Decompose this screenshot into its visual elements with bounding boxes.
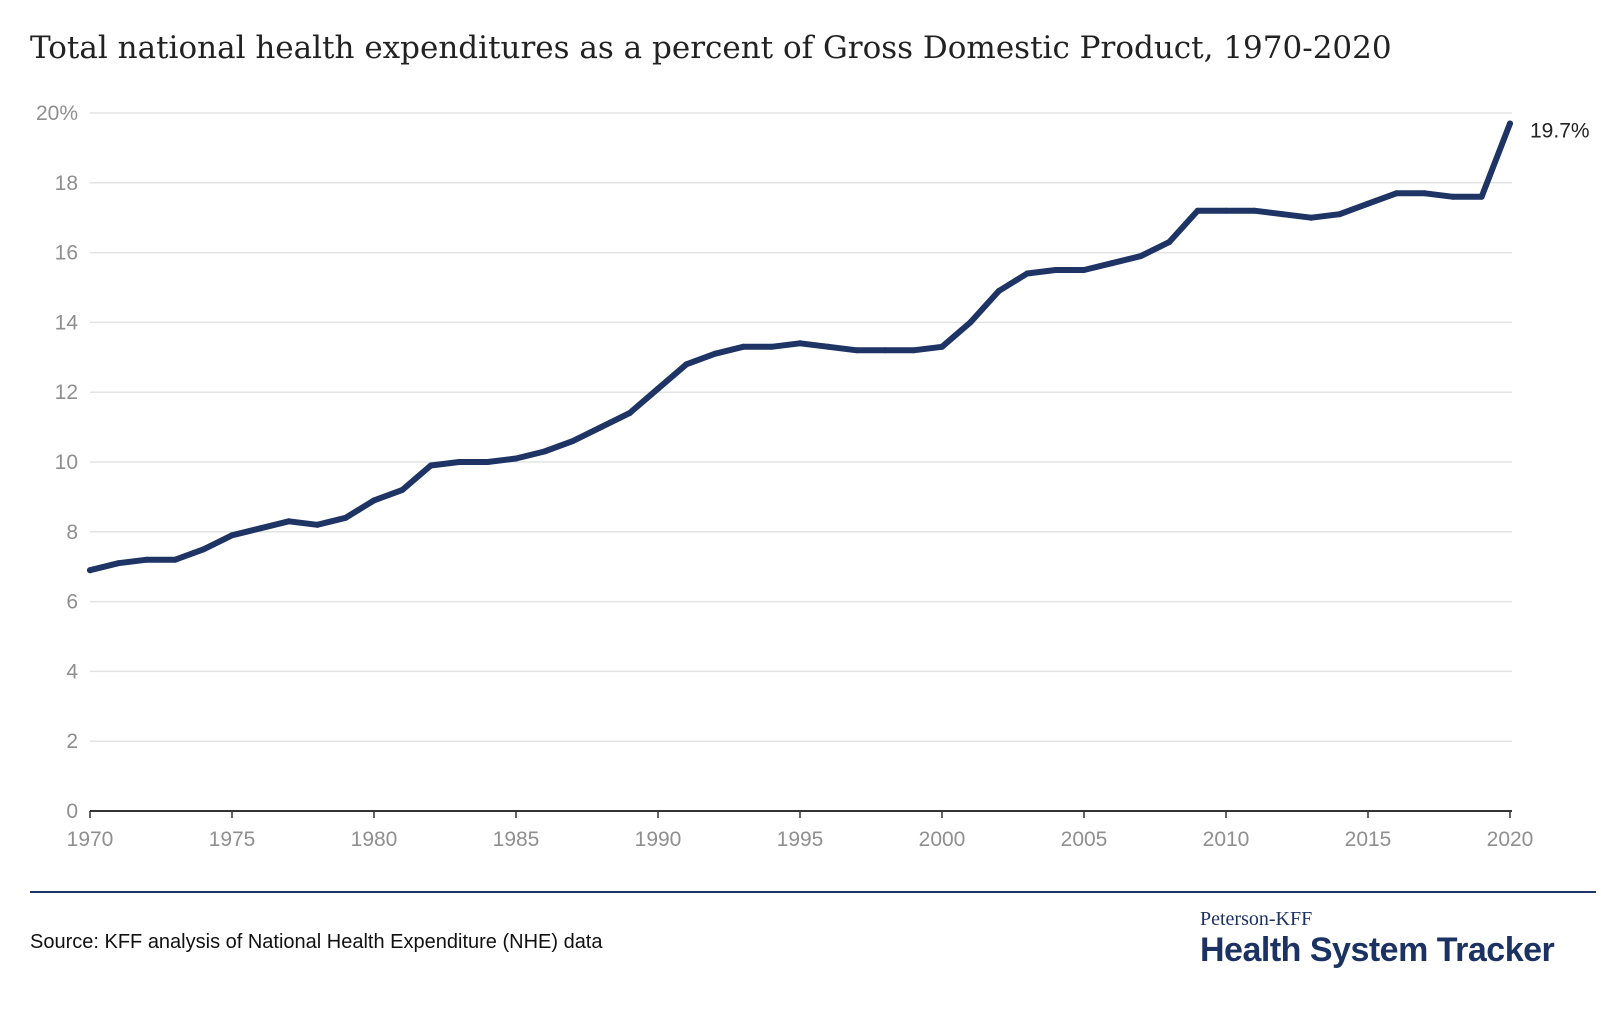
- data-point: [1223, 207, 1229, 214]
- y-tick-label: 10: [55, 451, 78, 474]
- data-point: [939, 343, 945, 350]
- series-line: [87, 120, 1513, 574]
- x-tick-label: 2010: [1203, 828, 1250, 851]
- data-point: [740, 343, 747, 350]
- data-point: [626, 410, 633, 417]
- data-point: [1365, 200, 1371, 207]
- data-point: [1194, 207, 1201, 214]
- data-point: [172, 556, 179, 563]
- data-point: [683, 361, 690, 368]
- data-point: [456, 459, 463, 465]
- data-point: [1308, 214, 1315, 221]
- data-point: [87, 567, 93, 574]
- x-tick-label: 1985: [493, 828, 540, 851]
- footer-divider: [30, 891, 1596, 893]
- end-value-label: 19.7%: [1530, 119, 1590, 142]
- data-point: [1450, 193, 1457, 200]
- data-point: [229, 532, 235, 539]
- data-point: [314, 521, 321, 528]
- data-point: [825, 343, 832, 350]
- data-point: [484, 459, 491, 465]
- brand-subtitle: Peterson-KFF: [1200, 908, 1313, 930]
- x-tick-label: 1975: [209, 828, 256, 851]
- data-point: [342, 514, 349, 521]
- y-tick-label: 16: [55, 242, 78, 265]
- y-tick-label: 6: [66, 591, 78, 614]
- chart-title: Total national health expenditures as a …: [30, 30, 1392, 66]
- data-point: [995, 288, 1002, 294]
- data-point: [882, 347, 889, 354]
- data-point: [1507, 120, 1513, 127]
- data-point: [1421, 190, 1428, 197]
- data-point: [399, 486, 406, 493]
- data-point: [200, 546, 207, 553]
- data-point: [513, 455, 519, 462]
- data-point: [285, 518, 292, 525]
- data-point: [257, 525, 264, 532]
- x-tick-label: 2020: [1487, 828, 1534, 851]
- data-point: [768, 343, 775, 350]
- data-point: [1336, 211, 1343, 218]
- x-tick-label: 1990: [635, 828, 682, 851]
- data-point: [655, 385, 661, 392]
- x-tick-label: 2005: [1061, 828, 1108, 851]
- y-tick-label: 14: [55, 311, 79, 334]
- data-point: [1024, 270, 1031, 277]
- data-point: [1081, 267, 1087, 273]
- data-point: [1251, 207, 1258, 214]
- data-point: [1052, 267, 1059, 273]
- brand-title: Health System Tracker: [1200, 931, 1555, 969]
- y-tick-label: 20%: [36, 102, 78, 125]
- gridlines: [90, 112, 1512, 742]
- y-tick-label: 4: [66, 660, 78, 683]
- y-tick-label: 0: [66, 800, 78, 823]
- x-tick-label: 1970: [67, 828, 114, 851]
- y-tick-label: 8: [66, 521, 78, 544]
- data-point: [1393, 190, 1400, 197]
- data-point: [1478, 193, 1485, 200]
- x-tick-label: 2000: [919, 828, 966, 851]
- data-point: [910, 347, 917, 354]
- data-point: [427, 462, 434, 469]
- x-axis-ticks: 1970 1975 1980 1985 1990 1995 2000 2005 2010 2015…: [67, 811, 1534, 851]
- data-point: [1166, 239, 1173, 246]
- data-point: [1279, 211, 1286, 218]
- data-point: [541, 448, 548, 455]
- data-point: [967, 319, 974, 326]
- y-tick-label: 12: [55, 381, 78, 404]
- y-axis-ticks: 0 2 4 6 8 10 12 14 16 18 20%: [36, 102, 78, 823]
- data-point: [143, 556, 150, 563]
- x-tick-label: 1980: [351, 828, 398, 851]
- source-note: Source: KFF analysis of National Health …: [30, 931, 603, 953]
- x-tick-label: 2015: [1345, 828, 1392, 851]
- series-group: [87, 120, 1513, 574]
- data-points: [87, 120, 1513, 574]
- data-point: [598, 424, 605, 431]
- data-point: [853, 347, 860, 354]
- y-tick-label: 18: [55, 172, 78, 195]
- data-point: [371, 497, 377, 504]
- data-point: [1137, 253, 1144, 260]
- data-point: [569, 438, 576, 445]
- brand-logo: Peterson-KFF Health System Tracker: [1200, 908, 1596, 970]
- data-point: [797, 340, 803, 347]
- x-tick-label: 1995: [777, 828, 824, 851]
- y-tick-label: 2: [66, 730, 78, 753]
- data-point: [115, 560, 122, 567]
- data-point: [1109, 260, 1116, 267]
- data-point: [711, 350, 718, 357]
